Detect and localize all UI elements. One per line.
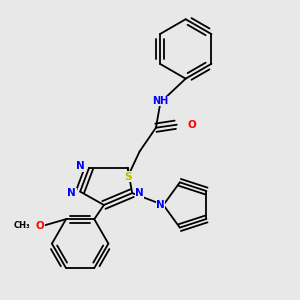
Text: S: S — [124, 172, 131, 182]
Text: NH: NH — [152, 96, 169, 106]
Text: O: O — [187, 120, 196, 130]
Text: CH₃: CH₃ — [14, 221, 31, 230]
Text: O: O — [36, 221, 44, 231]
Text: N: N — [135, 188, 144, 198]
Text: N: N — [76, 161, 85, 171]
Text: N: N — [156, 200, 165, 210]
Text: N: N — [68, 188, 76, 198]
